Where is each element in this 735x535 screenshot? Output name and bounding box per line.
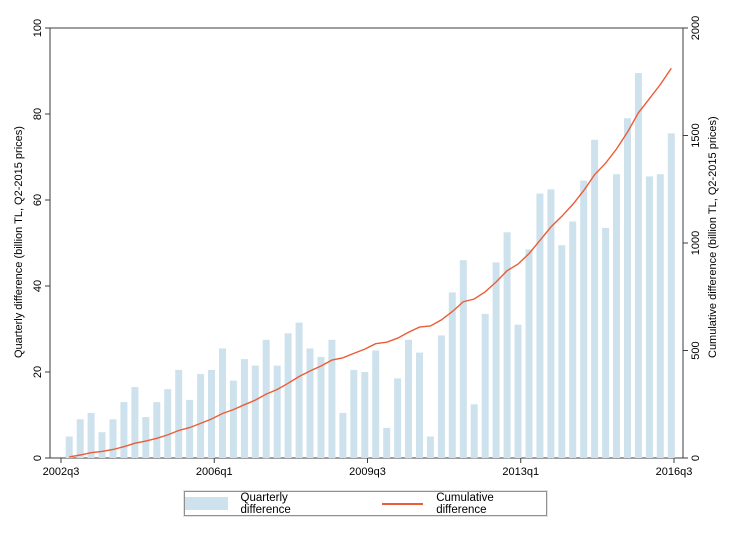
bar-2003q3: [98, 432, 106, 458]
bar-2015q2: [613, 174, 620, 458]
bar-2008q2: [306, 348, 314, 458]
bar-2008q3: [317, 356, 325, 458]
bar-2010q1: [383, 427, 391, 458]
legend: Quarterly difference Cumulative differen…: [184, 491, 547, 516]
right-tick-label: 1500: [690, 123, 702, 147]
bar-2007q2: [262, 339, 270, 459]
bar-2013q4: [547, 189, 555, 459]
bar-2006q3: [229, 380, 237, 458]
bar-2008q1: [295, 322, 303, 458]
bar-2007q3: [273, 365, 281, 458]
x-tick-label: 2016q3: [656, 466, 693, 478]
bar-2004q4: [153, 402, 161, 458]
bar-2016q1: [645, 176, 653, 458]
bar-2009q3: [361, 372, 369, 458]
bar-2013q1: [514, 324, 522, 458]
bar-2011q3: [448, 292, 456, 458]
left-tick-label: 0: [32, 455, 44, 461]
right-tick-label: 2000: [690, 16, 702, 40]
bar-2015q3: [624, 118, 631, 459]
left-tick-label: 20: [32, 366, 44, 378]
bar-2015q1: [602, 227, 610, 458]
bar-2010q4: [416, 352, 423, 458]
bar-2016q2: [656, 174, 664, 458]
bar-2014q2: [569, 221, 577, 458]
x-tick-label: 2002q3: [43, 466, 80, 478]
bar-2013q2: [525, 249, 533, 458]
x-tick-label: 2013q1: [502, 466, 539, 478]
bar-2005q1: [164, 389, 172, 458]
bar-2003q4: [109, 419, 117, 458]
legend-line-label: Cumulative difference: [436, 491, 494, 516]
left-tick-label: 100: [32, 19, 44, 37]
bar-2016q3: [667, 133, 675, 458]
x-tick-label: 2009q3: [349, 466, 386, 478]
bar-2006q4: [240, 359, 248, 458]
bar-2007q1: [251, 365, 259, 458]
bar-2002q4: [65, 436, 73, 458]
bar-2005q4: [197, 374, 205, 458]
legend-bar-label: Quarterly difference: [240, 491, 291, 516]
left-tick-label: 60: [32, 194, 44, 206]
left-axis-title: Quarterly difference (billion TL, Q2-201…: [13, 126, 25, 358]
bar-2014q3: [580, 180, 588, 458]
bar-2010q2: [394, 378, 402, 458]
bar-2005q3: [186, 399, 194, 458]
bar-2004q3: [142, 417, 150, 458]
right-tick-label: 1000: [690, 231, 702, 255]
bar-2004q1: [120, 402, 128, 458]
cumulative-line: [69, 67, 672, 458]
bar-2014q1: [558, 245, 566, 458]
bar-2003q1: [76, 419, 84, 458]
bar-2012q4: [503, 232, 511, 459]
left-tick-label: 80: [32, 108, 44, 120]
bar-2013q3: [536, 193, 544, 458]
bar-2007q4: [284, 333, 292, 458]
right-tick-label: 500: [690, 341, 702, 359]
left-tick-label: 40: [32, 280, 44, 292]
bar-2010q3: [405, 339, 412, 459]
bar-2008q4: [328, 339, 336, 459]
bar-2005q2: [175, 369, 183, 458]
right-axis-title: Cumulative difference (billion TL, Q2-20…: [707, 116, 719, 358]
bar-2014q4: [591, 139, 599, 459]
bar-2012q1: [470, 404, 478, 459]
bar-2006q2: [219, 348, 226, 458]
bar-2012q3: [492, 262, 500, 458]
bar-2006q1: [208, 369, 215, 458]
bar-2011q2: [437, 335, 445, 458]
bar-2009q2: [350, 369, 358, 458]
bar-2011q4: [459, 260, 467, 458]
bar-2009q4: [372, 350, 380, 458]
bar-2015q4: [634, 73, 642, 458]
legend-bar-swatch: [185, 497, 228, 510]
bar-2011q1: [426, 436, 434, 458]
bar-2012q2: [481, 313, 489, 458]
bar-2003q2: [87, 412, 95, 458]
x-tick-label: 2006q1: [196, 466, 233, 478]
legend-line-swatch: [381, 502, 424, 505]
bar-2004q2: [131, 387, 139, 458]
right-tick-label: 0: [690, 455, 702, 461]
bar-2009q1: [339, 412, 347, 458]
